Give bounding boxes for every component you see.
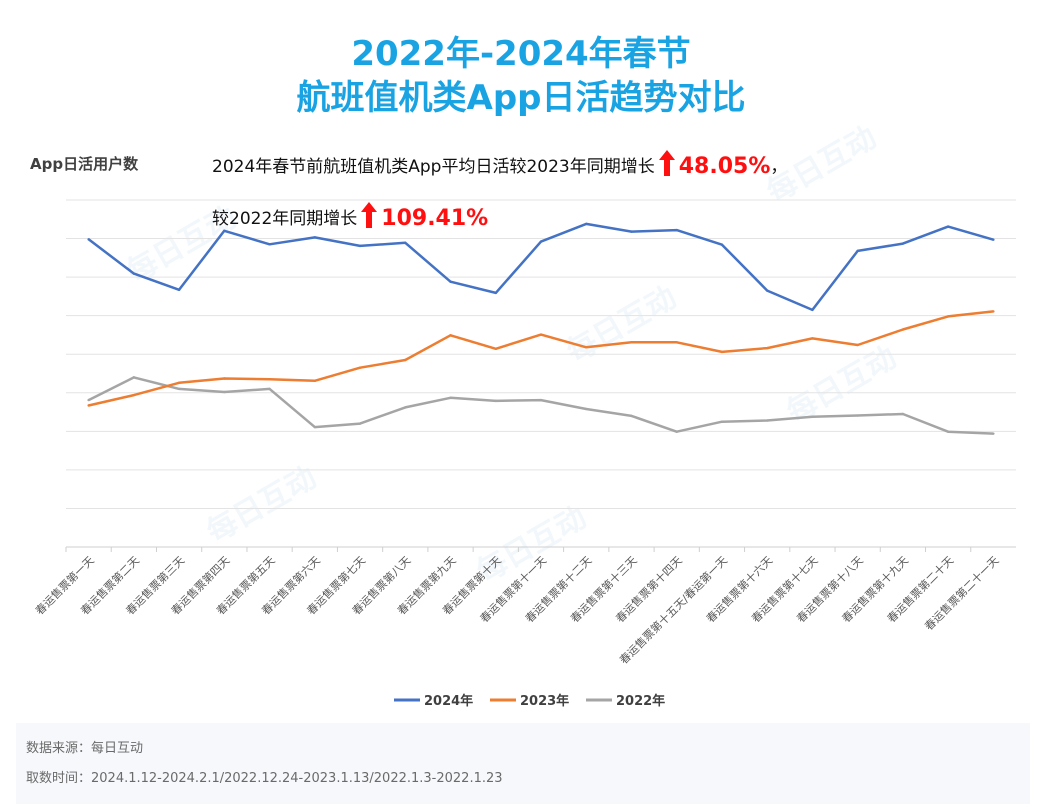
data-point-2022 — [358, 422, 362, 425]
data-point-2022 — [946, 430, 950, 433]
data-point-2022 — [494, 399, 497, 403]
annotation-line1-suffix: ， — [770, 157, 788, 177]
red-up-arrow-icon — [658, 150, 675, 176]
data-point-2023 — [811, 337, 814, 340]
data-point-2023 — [901, 328, 905, 331]
annotation-line2-text: 较2022年同期增长 — [212, 209, 358, 229]
data-point-2024 — [494, 291, 497, 295]
data-time-range: 取数时间：2024.1.12-2024.2.1/2022.12.24-2023.… — [26, 771, 503, 786]
data-point-2023 — [946, 315, 950, 318]
data-point-2023 — [494, 347, 497, 351]
data-point-2023 — [87, 404, 90, 407]
data-point-2023 — [132, 393, 136, 397]
data-point-2023 — [223, 377, 226, 380]
data-point-2024 — [992, 238, 995, 241]
legend-label-2022: 2022年 — [616, 693, 665, 709]
chart-title-line2: 航班值机类App日活趋势对比 — [296, 78, 746, 118]
data-point-2022 — [765, 419, 769, 422]
data-point-2022 — [87, 398, 90, 402]
y-axis-label: App日活用户数 — [30, 155, 139, 173]
series-line-2022 — [88, 376, 994, 435]
annotation-line1: 2024年春节前航班值机类App平均日活较2023年同期增长 48.05%， — [212, 150, 787, 179]
line-chart: 春运售票第一天春运售票第二天春运售票第三天春运售票第四天春运售票第五天春运售票第… — [32, 199, 1016, 709]
data-point-2023 — [177, 381, 181, 384]
chart-title-line1: 2022年-2024年春节 — [351, 34, 691, 74]
legend-label-2024: 2024年 — [424, 693, 473, 709]
data-point-2022 — [630, 414, 633, 418]
data-point-2024 — [630, 230, 633, 233]
data-point-2024 — [539, 240, 543, 243]
data-point-2024 — [811, 308, 814, 312]
data-point-2024 — [132, 272, 136, 275]
data-point-2023 — [539, 333, 543, 336]
data-point-2024 — [946, 225, 950, 228]
data-point-2024 — [675, 228, 678, 232]
legend-label-2023: 2023年 — [520, 693, 569, 709]
data-point-2024 — [720, 243, 724, 246]
footer: 数据来源：每日互动 取数时间：2024.1.12-2024.2.1/2022.1… — [16, 723, 1030, 804]
data-point-2022 — [177, 387, 181, 391]
data-point-2022 — [811, 415, 814, 418]
data-point-2022 — [901, 412, 905, 416]
data-point-2023 — [720, 350, 724, 354]
chart-series — [87, 222, 995, 435]
data-point-2022 — [856, 414, 859, 417]
data-point-2023 — [765, 346, 769, 350]
data-point-2023 — [449, 334, 452, 337]
data-point-2024 — [268, 243, 271, 246]
chart-grid — [66, 199, 1016, 509]
data-point-2022 — [449, 396, 452, 399]
data-point-2023 — [404, 358, 407, 362]
chart-legend: 2024年 2023年 2022年 — [394, 693, 665, 709]
data-point-2023 — [268, 378, 271, 381]
annotation-line1-value: 48.05% — [678, 154, 771, 179]
data-point-2024 — [223, 229, 226, 233]
data-point-2022 — [404, 406, 407, 409]
data-point-2024 — [765, 289, 769, 292]
data-point-2023 — [358, 366, 362, 369]
annotation-line2: 较2022年同期增长 109.41% — [212, 202, 488, 231]
data-point-2024 — [449, 280, 452, 283]
data-point-2022 — [992, 432, 995, 435]
annotation-line2-value: 109.41% — [381, 206, 489, 231]
data-point-2023 — [313, 379, 317, 383]
chart-title: 2022年-2024年春节 航班值机类App日活趋势对比 — [0, 32, 1042, 120]
data-point-2023 — [992, 310, 995, 313]
data-point-2023 — [675, 341, 678, 344]
data-point-2024 — [404, 241, 407, 244]
data-point-2024 — [177, 288, 181, 292]
data-source: 数据来源：每日互动 — [26, 741, 144, 756]
data-point-2022 — [675, 430, 678, 433]
data-point-2022 — [720, 420, 724, 423]
data-point-2022 — [223, 390, 226, 394]
data-point-2024 — [87, 238, 90, 241]
data-point-2024 — [313, 236, 317, 239]
data-point-2022 — [539, 398, 543, 402]
data-point-2022 — [268, 387, 271, 391]
data-point-2022 — [132, 376, 136, 379]
data-point-2022 — [313, 425, 317, 429]
data-point-2024 — [585, 222, 588, 226]
x-axis: 春运售票第一天春运售票第二天春运售票第三天春运售票第四天春运售票第五天春运售票第… — [32, 546, 1016, 667]
data-point-2022 — [585, 407, 588, 411]
data-point-2023 — [630, 341, 633, 344]
red-up-arrow-icon — [361, 202, 378, 228]
data-point-2024 — [856, 249, 859, 253]
x-tick-label: 春运售票第二十一天 — [922, 553, 1002, 633]
annotation-line1-text: 2024年春节前航班值机类App平均日活较2023年同期增长 — [212, 157, 655, 177]
series-line-2024 — [87, 222, 994, 312]
data-point-2024 — [901, 242, 905, 245]
data-point-2023 — [856, 343, 859, 347]
data-point-2024 — [358, 244, 362, 248]
data-point-2023 — [585, 346, 588, 349]
